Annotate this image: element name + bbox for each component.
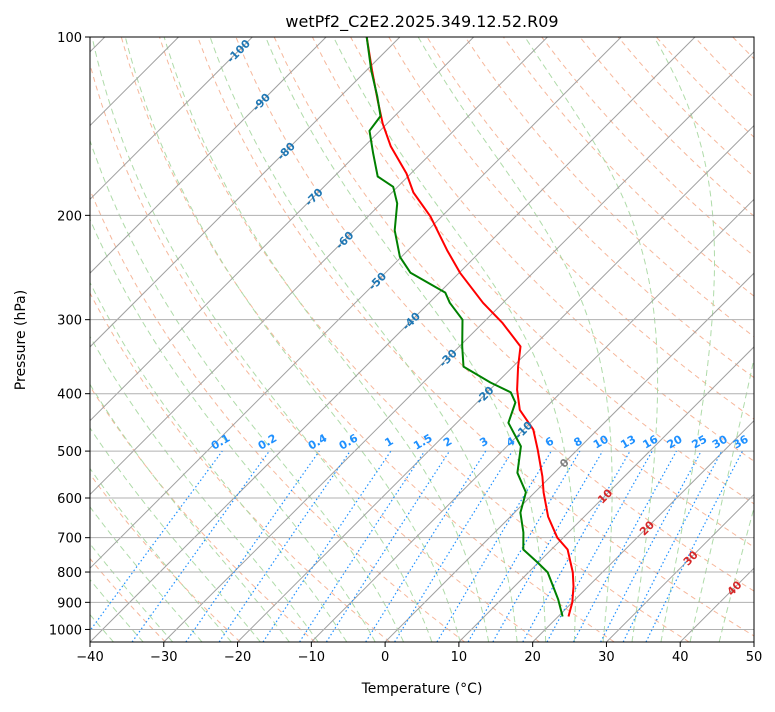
mixing-ratio-label: 3: [477, 435, 490, 450]
dry-adiabat: [771, 37, 775, 642]
isotherm-line: [754, 37, 775, 642]
isotherm-line: [90, 37, 695, 642]
dry-adiabat: [695, 37, 775, 642]
x-tick-label: 50: [746, 650, 763, 665]
isotherm-line: [0, 37, 252, 642]
dry-adiabat: [198, 37, 764, 642]
isotherm-line: [16, 37, 621, 642]
dewpoint-profile: [367, 37, 563, 617]
y-tick-label: 800: [57, 566, 82, 581]
x-tick-label: −20: [224, 650, 251, 665]
x-tick-label: −30: [150, 650, 177, 665]
mixing-ratio-label: 30: [710, 432, 730, 451]
mixing-ratio-label: 10: [591, 432, 611, 451]
moist-adiabat: [690, 37, 775, 642]
mixing-ratio-label: 13: [618, 433, 638, 452]
moist-adiabat: [125, 37, 460, 642]
dry-adiabat: [160, 37, 690, 642]
mixing-ratio-line: [263, 451, 391, 642]
mixing-ratio-label: 20: [665, 432, 685, 451]
moist-adiabat: [37, 37, 375, 642]
x-tick-label: −40: [76, 650, 103, 665]
dry-adiabat: [465, 37, 775, 642]
dry-adiabat: [656, 37, 775, 642]
mixing-ratio-label: 1: [383, 435, 396, 450]
x-tick-label: 20: [524, 650, 541, 665]
moist-adiabat: [654, 37, 715, 642]
y-tick-label: 200: [57, 209, 82, 224]
isotherm-line: [0, 37, 547, 642]
isotherm-line: [385, 37, 775, 642]
mixing-ratio-label: 0.4: [306, 431, 330, 452]
y-tick-label: 700: [57, 532, 82, 547]
mixing-ratio-line: [437, 451, 551, 642]
dry-adiabat: [542, 37, 775, 642]
isotherm-label: -100: [224, 37, 253, 66]
dry-adiabat: [427, 37, 775, 642]
y-tick-label: 900: [57, 596, 82, 611]
moist-adiabat: [266, 37, 546, 642]
x-axis-label: Temperature (°C): [361, 681, 483, 697]
x-tick-label: 10: [451, 650, 468, 665]
moist-adiabat: [0, 37, 318, 642]
mixing-ratio-line: [523, 451, 630, 642]
mixing-ratio-line: [326, 451, 449, 642]
dry-adiabat: [0, 37, 315, 642]
y-axis-label: Pressure (hPa): [13, 290, 29, 390]
mixing-ratio-line: [574, 451, 677, 642]
moist-adiabat: [0, 37, 289, 642]
mixing-ratio-label: 6: [543, 434, 556, 449]
mixing-ratio-line: [623, 451, 722, 642]
background-lines: [0, 37, 775, 642]
mixing-ratio-label: 0.1: [209, 432, 232, 453]
x-tick-label: 30: [598, 650, 615, 665]
mixing-ratio-label: 25: [690, 433, 710, 452]
dry-adiabat: [389, 37, 775, 642]
x-tick-label: 0: [381, 650, 389, 665]
moist-adiabat: [719, 37, 775, 642]
isotherm-label: -80: [275, 139, 298, 162]
moist-adiabat: [164, 37, 489, 642]
moist-adiabat: [0, 37, 260, 642]
dry-adiabat: [0, 37, 240, 642]
mixing-ratio-line: [366, 451, 486, 642]
moist-adiabat: [0, 37, 231, 642]
mixing-ratio-label: 1.5: [411, 432, 434, 453]
y-tick-label: 400: [57, 388, 82, 403]
moist-adiabat: [63, 37, 404, 642]
chart-title: wetPf2_C2E2.2025.349.12.52.R09: [285, 12, 558, 32]
mixing-ratio-line: [219, 451, 350, 642]
mixing-ratio-label: 36: [731, 432, 751, 451]
isotherm-line: [0, 37, 326, 642]
mixing-ratio-label: 2: [441, 435, 454, 450]
y-tick-label: 600: [57, 492, 82, 507]
x-tick-label: −10: [298, 650, 325, 665]
dry-adiabat: [7, 37, 390, 642]
y-tick-label: 100: [57, 31, 82, 46]
mixing-ratio-label: 8: [572, 435, 585, 450]
mixing-ratio-line: [82, 451, 223, 642]
y-tick-label: 1000: [49, 623, 82, 638]
moist-adiabat: [210, 37, 517, 642]
y-tick-label: 300: [57, 314, 82, 329]
dry-adiabat: [351, 37, 775, 642]
y-tick-label: 500: [57, 445, 82, 460]
x-tick-label: 40: [672, 650, 689, 665]
isotherm-line: [0, 37, 400, 642]
isotherm-line: [311, 37, 775, 642]
moist-adiabat: [92, 37, 432, 642]
